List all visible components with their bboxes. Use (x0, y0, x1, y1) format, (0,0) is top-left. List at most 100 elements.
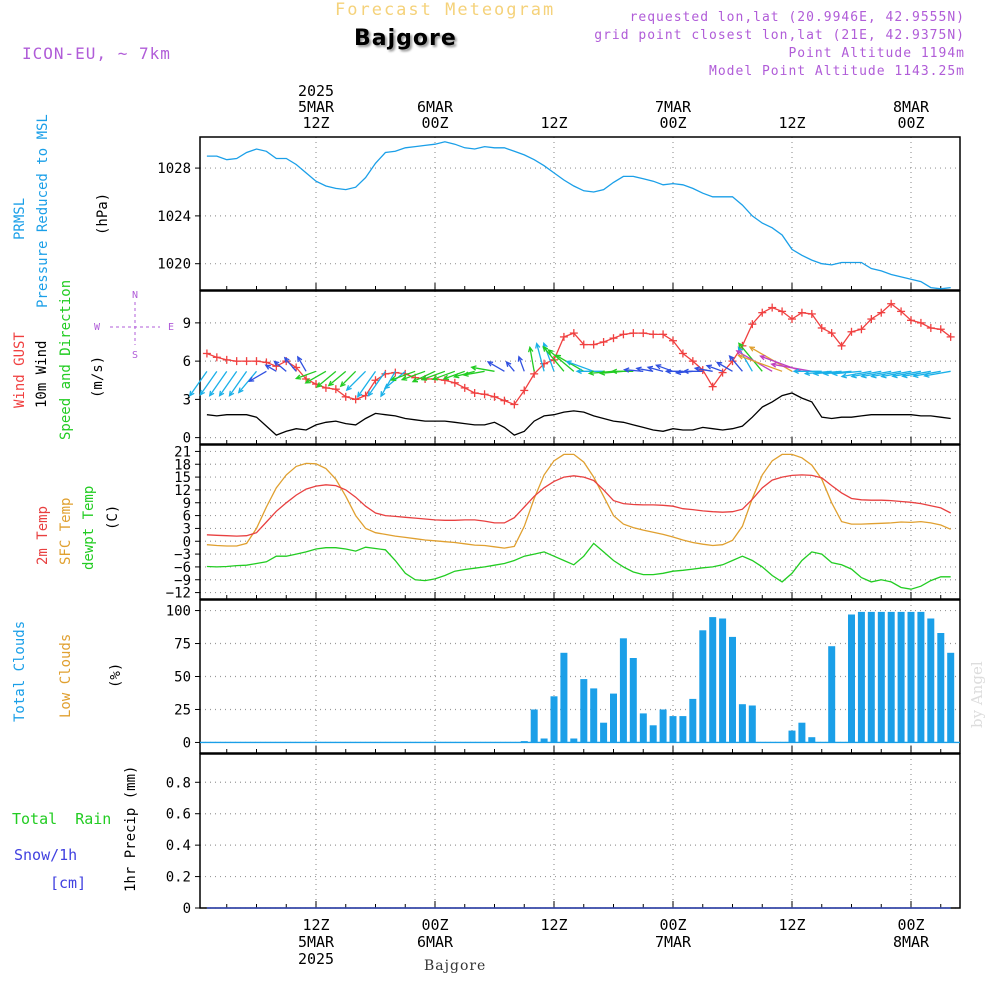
cloud-bar (738, 704, 746, 743)
point-altitude: Point Altitude 1194m (788, 46, 965, 61)
wind-arrow-head (339, 381, 346, 388)
wind-arrow-head (283, 356, 290, 363)
wind-direction-arrow (339, 370, 357, 388)
panel-frame (199, 599, 961, 754)
wind-arrow-shaft (209, 370, 228, 397)
wind-arrow-shaft (357, 370, 377, 397)
snow-label: Snow/1h (14, 846, 77, 864)
wind-arrow-shaft (924, 370, 951, 377)
wind-arrow-head (880, 373, 887, 379)
wind-arrow-shaft (463, 370, 485, 376)
y-tick-label: 15 (174, 470, 191, 486)
wind-arrow-shaft (548, 349, 575, 372)
grid-point-coordinates: grid point closest lon,lat (21E, 42.9375… (594, 28, 965, 43)
top-axis-label: 00Z (897, 114, 924, 132)
bottom-axis-label: 00Z (897, 916, 924, 934)
wind-gust-marker (331, 385, 340, 394)
cloud-bar (788, 730, 796, 743)
wind-arrow-head (304, 378, 311, 384)
wind-gust-label: Wind GUST (12, 332, 28, 408)
wind-direction-arrow (389, 370, 416, 382)
temp-2m-line (206, 474, 951, 537)
wind-gust-marker (252, 357, 261, 366)
cloud-bar (798, 722, 806, 743)
wind-direction-arrow (748, 346, 793, 372)
panel-frame (199, 136, 961, 291)
wind-direction-arrow (840, 370, 872, 379)
wind-direction-arrow (850, 370, 882, 379)
wind-direction-arrow (470, 365, 495, 372)
wind-direction-arrow (486, 361, 505, 372)
wind-gust-marker (480, 390, 489, 399)
wind-arrow-head (327, 380, 334, 387)
wind-arrow-head (870, 373, 877, 379)
cloud-bar (540, 738, 548, 743)
bottom-axis-label: 00Z (421, 916, 448, 934)
wind-arrow-shaft (189, 370, 208, 397)
wind-gust-marker (381, 369, 390, 378)
top-axis-label: 6MAR (417, 98, 454, 116)
wind-arrow-shaft (518, 356, 525, 372)
top-axis-label: 12Z (778, 114, 805, 132)
wind-gust-marker (669, 336, 677, 345)
wind-direction-arrow (527, 345, 535, 372)
watermark-text: by Angel (968, 661, 986, 728)
wind-arrow-head (728, 354, 735, 362)
wind-gust-marker (897, 307, 906, 316)
y-tick-label: −3 (174, 547, 191, 563)
cloud-bar (600, 722, 608, 743)
wind-gust-marker (649, 330, 658, 339)
y-tick-label: 0 (183, 534, 191, 550)
cloud-bar (669, 716, 677, 743)
wind-arrow-head (803, 370, 811, 377)
wind-direction-arrow (411, 370, 436, 383)
wind-gust-marker (341, 392, 350, 401)
wind-arrow-head (646, 365, 654, 372)
cloud-bar (590, 688, 598, 743)
wind-gust-marker (768, 303, 777, 312)
cloud-bar (530, 709, 538, 743)
wind-direction-arrow (542, 345, 565, 372)
wind-arrow-shaft (841, 370, 872, 378)
wind-arrow-shaft (471, 366, 495, 372)
wind-arrow-shaft (412, 370, 436, 383)
wind-gust-marker (797, 308, 806, 317)
cloud-bar (877, 611, 885, 743)
wind-arrow-head (273, 360, 280, 367)
cloud-bar (748, 705, 756, 743)
wind-arrow-shaft (823, 370, 852, 375)
wind-arrow-shaft (566, 360, 594, 372)
model-label: ICON-EU, ~ 7km (22, 44, 171, 63)
wind-arrow-shaft (328, 370, 347, 386)
wind-arrow-shaft (421, 370, 446, 381)
wind-arrow-head (356, 391, 363, 398)
wind-direction-arrow (770, 362, 812, 372)
y-tick-label: 0 (183, 901, 191, 917)
wind-arrow-shaft (536, 343, 545, 372)
wind-direction-arrow (923, 370, 951, 378)
y-tick-label: 1028 (157, 161, 191, 177)
wind-gust-marker (708, 382, 717, 391)
bottom-axis-label: 2025 (298, 950, 334, 968)
wind-direction-arrow (565, 360, 594, 372)
y-tick-label: −12 (166, 586, 191, 602)
wind-direction-arrow (304, 370, 327, 384)
y-tick-label: 25 (174, 702, 191, 718)
y-tick-label: 100 (166, 604, 191, 620)
precip-units: 1hr Precip (mm) (123, 766, 139, 892)
wind-arrow-shaft (506, 361, 515, 372)
wind-direction-arrow (635, 366, 654, 372)
wind-direction-arrow (664, 368, 683, 375)
wind-arrow-shaft (432, 370, 456, 380)
wind-gust-marker (450, 378, 459, 387)
wind-arrow-shaft (296, 370, 317, 380)
wind-arrow-head (850, 373, 857, 379)
wind-gust-marker (629, 329, 638, 338)
bottom-axis-label: 7MAR (655, 933, 692, 951)
cloud-bar (550, 696, 558, 743)
wind-arrow-head (735, 350, 742, 356)
cloud-bar (937, 633, 945, 743)
temp-units: (C) (105, 505, 121, 530)
y-tick-label: 75 (174, 637, 191, 653)
